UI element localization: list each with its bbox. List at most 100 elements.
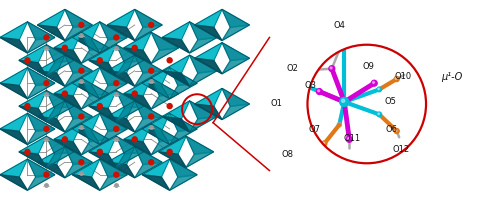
Polygon shape	[65, 162, 92, 178]
Polygon shape	[135, 71, 162, 86]
Polygon shape	[107, 147, 135, 165]
Polygon shape	[89, 45, 116, 63]
Polygon shape	[190, 116, 217, 132]
Circle shape	[132, 137, 137, 142]
Circle shape	[44, 126, 49, 131]
Polygon shape	[0, 159, 27, 177]
Polygon shape	[151, 78, 179, 96]
Circle shape	[377, 112, 382, 117]
Polygon shape	[46, 136, 74, 154]
Polygon shape	[190, 71, 217, 86]
Polygon shape	[159, 136, 186, 154]
Polygon shape	[81, 124, 109, 142]
Polygon shape	[54, 124, 81, 142]
Polygon shape	[190, 55, 217, 73]
Polygon shape	[186, 136, 214, 154]
Circle shape	[377, 87, 382, 92]
Polygon shape	[54, 78, 81, 96]
Polygon shape	[124, 48, 151, 63]
Polygon shape	[124, 124, 151, 142]
Circle shape	[316, 89, 322, 94]
Polygon shape	[142, 113, 170, 131]
Polygon shape	[37, 71, 65, 86]
Polygon shape	[100, 159, 127, 177]
Polygon shape	[107, 25, 135, 41]
Polygon shape	[124, 32, 151, 50]
Circle shape	[62, 137, 67, 142]
Polygon shape	[37, 55, 65, 73]
Polygon shape	[151, 94, 179, 109]
Circle shape	[322, 141, 327, 146]
Polygon shape	[135, 147, 162, 165]
Circle shape	[149, 160, 154, 165]
Polygon shape	[142, 159, 170, 177]
Circle shape	[25, 104, 30, 109]
Text: O3: O3	[304, 81, 316, 90]
Polygon shape	[151, 139, 179, 155]
Polygon shape	[116, 106, 144, 122]
Polygon shape	[195, 43, 222, 61]
Polygon shape	[89, 136, 116, 154]
Text: O1: O1	[270, 99, 282, 109]
Polygon shape	[107, 101, 135, 119]
Circle shape	[337, 123, 341, 127]
Polygon shape	[195, 88, 222, 106]
Circle shape	[114, 35, 119, 40]
Circle shape	[97, 104, 102, 109]
Circle shape	[62, 45, 67, 50]
Polygon shape	[170, 83, 197, 99]
Circle shape	[149, 68, 154, 73]
Polygon shape	[65, 116, 92, 132]
Polygon shape	[107, 9, 135, 27]
Circle shape	[340, 97, 349, 106]
Polygon shape	[100, 129, 127, 145]
Polygon shape	[0, 68, 27, 85]
Polygon shape	[170, 113, 197, 131]
Polygon shape	[195, 58, 222, 74]
Circle shape	[79, 114, 84, 119]
Circle shape	[317, 150, 321, 154]
Polygon shape	[195, 9, 222, 27]
Polygon shape	[170, 175, 197, 190]
Circle shape	[167, 149, 172, 154]
Polygon shape	[37, 101, 65, 119]
Circle shape	[330, 67, 332, 69]
Polygon shape	[222, 88, 250, 106]
Circle shape	[394, 77, 399, 82]
Polygon shape	[195, 25, 222, 41]
Text: μ¹-O: μ¹-O	[442, 72, 463, 82]
Polygon shape	[54, 139, 81, 155]
Circle shape	[341, 99, 345, 102]
Circle shape	[394, 129, 399, 134]
Polygon shape	[162, 37, 190, 53]
Polygon shape	[46, 106, 74, 122]
Polygon shape	[135, 162, 162, 178]
Polygon shape	[89, 60, 116, 76]
Polygon shape	[81, 48, 109, 63]
Polygon shape	[135, 116, 162, 132]
Polygon shape	[27, 175, 55, 190]
Polygon shape	[170, 159, 197, 177]
Circle shape	[299, 68, 304, 73]
Polygon shape	[162, 101, 190, 119]
Polygon shape	[27, 129, 55, 145]
Polygon shape	[65, 71, 92, 86]
Circle shape	[307, 45, 426, 163]
Circle shape	[97, 149, 102, 154]
Polygon shape	[0, 129, 27, 145]
Polygon shape	[151, 32, 179, 50]
Polygon shape	[186, 152, 214, 167]
Circle shape	[300, 69, 302, 71]
Circle shape	[378, 113, 379, 115]
Polygon shape	[37, 9, 65, 27]
Polygon shape	[222, 58, 250, 74]
Polygon shape	[190, 101, 217, 119]
Polygon shape	[135, 25, 162, 41]
Polygon shape	[124, 78, 151, 96]
Text: O12: O12	[393, 145, 410, 154]
Circle shape	[372, 82, 375, 83]
Polygon shape	[116, 90, 144, 108]
Polygon shape	[54, 48, 81, 63]
Polygon shape	[65, 101, 92, 119]
Polygon shape	[222, 43, 250, 61]
